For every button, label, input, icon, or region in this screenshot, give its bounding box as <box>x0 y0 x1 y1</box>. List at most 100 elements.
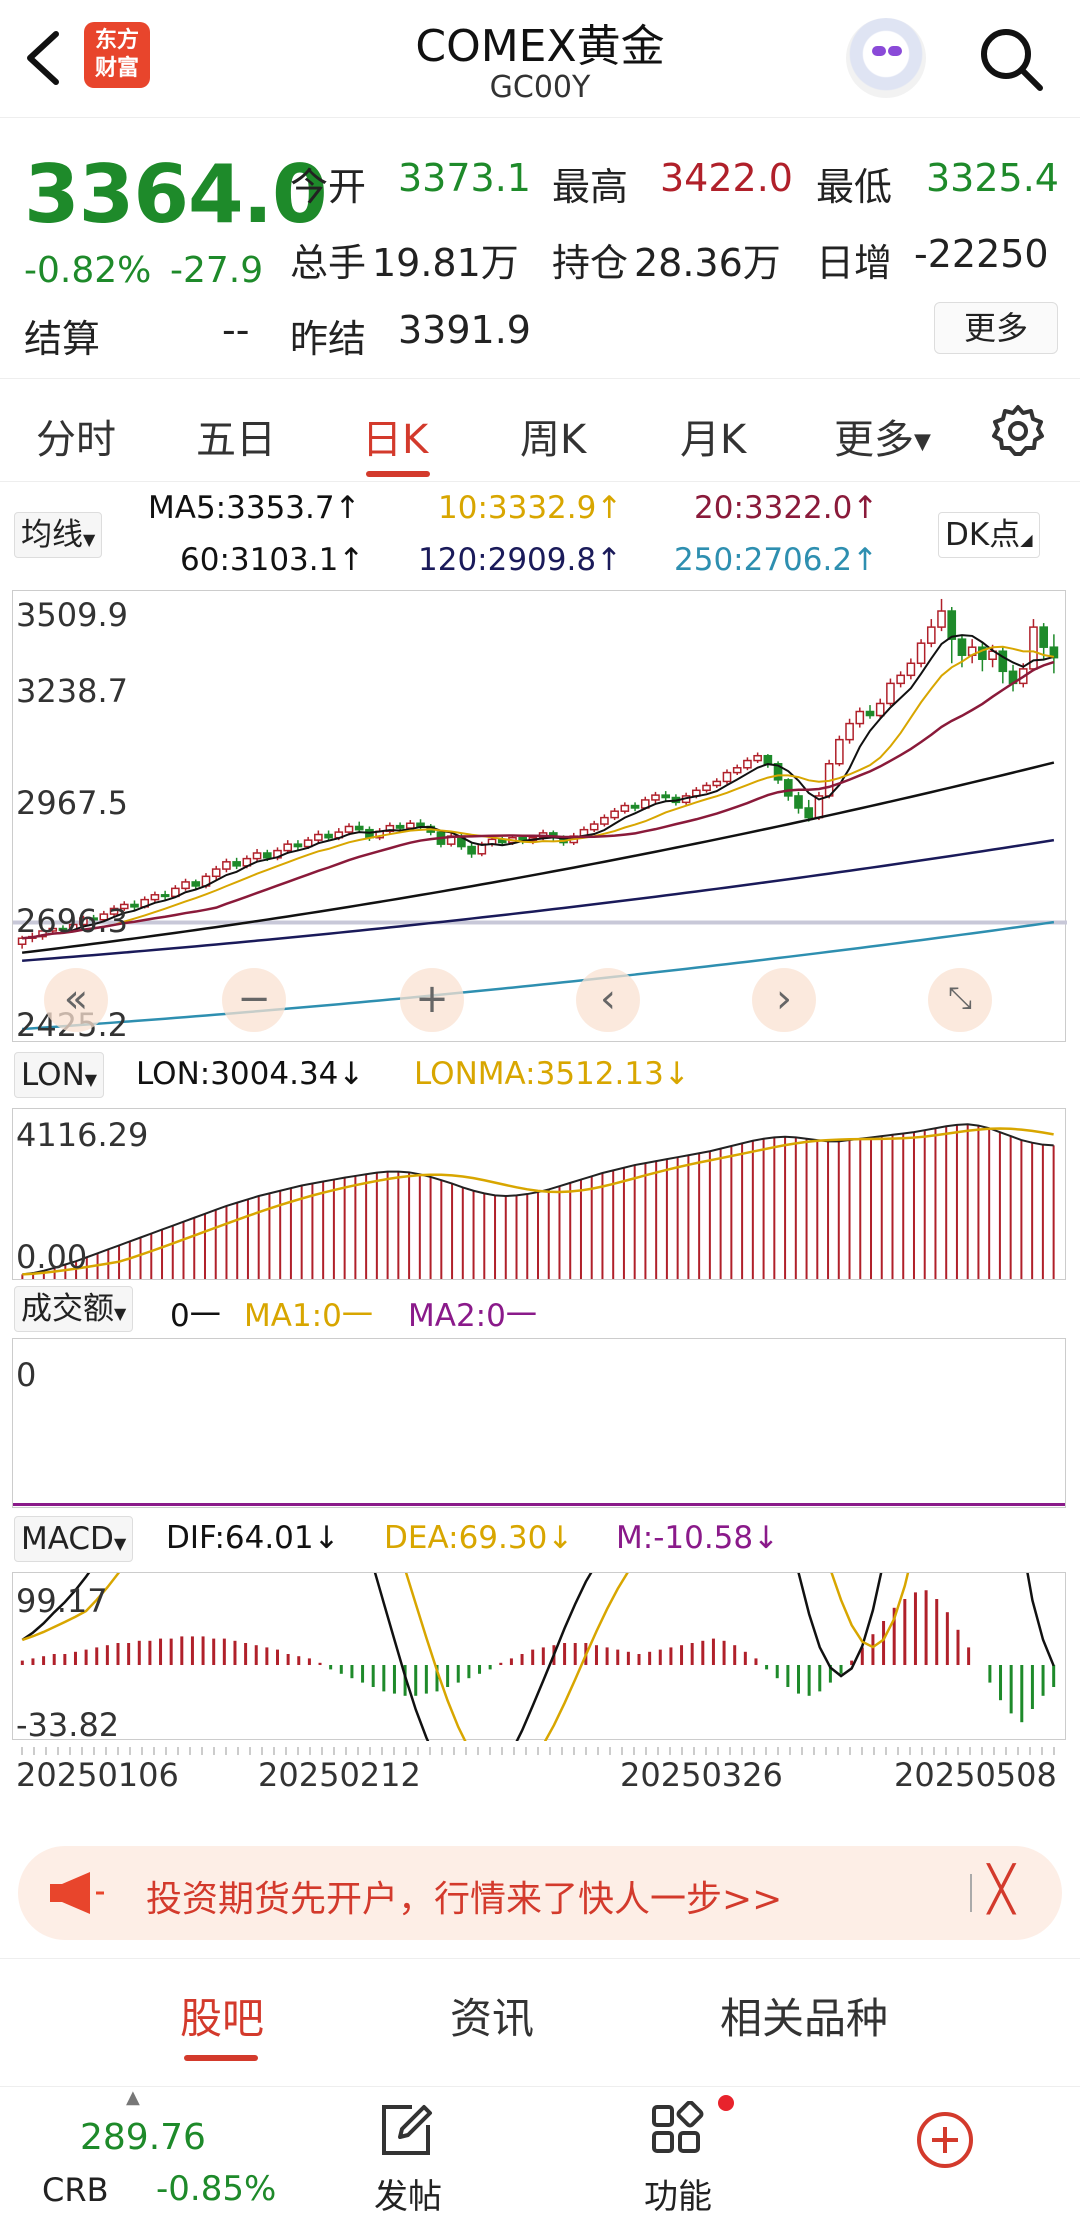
megaphone-icon <box>50 1872 104 1914</box>
zoom-out-button[interactable]: − <box>222 968 286 1032</box>
candle-body <box>722 771 732 783</box>
volume-selector[interactable]: 成交额▼ <box>14 1286 134 1332</box>
candle-body <box>835 738 844 765</box>
caret-down-icon: ▼ <box>114 1304 127 1323</box>
promo-text[interactable]: 投资期货先开户，行情来了快人一步>> <box>146 1879 783 1920</box>
add-button[interactable] <box>914 2109 976 2175</box>
post-label[interactable]: 发帖 <box>374 2177 442 2217</box>
scroll-far-left-button[interactable]: « <box>44 968 108 1032</box>
fullscreen-button[interactable]: ⤡ <box>928 968 992 1032</box>
macd-selector[interactable]: MACD▼ <box>14 1516 134 1562</box>
scroll-right-button[interactable]: › <box>752 968 816 1032</box>
macd-dif-value: DIF:64.01↓ <box>166 1520 340 1556</box>
kline-chart[interactable] <box>13 591 1067 1043</box>
tab-daily-k[interactable]: 日K <box>362 417 429 463</box>
crb-label[interactable]: CRB <box>42 2171 109 2209</box>
macd-selector-label: MACD <box>21 1521 114 1557</box>
crb-change[interactable]: -0.85% <box>156 2169 277 2209</box>
candle-body <box>150 894 160 901</box>
open-interest-value: 28.36万 <box>634 241 781 285</box>
daily-increase-value: -22250 <box>914 232 1049 276</box>
double-chevron-left-icon: « <box>63 976 89 1022</box>
functions-button[interactable] <box>648 2100 712 2163</box>
tab-monthly-k[interactable]: 月K <box>680 417 747 463</box>
high-label: 最高 <box>552 165 629 209</box>
logo-line1: 东方 <box>94 28 139 53</box>
candle-body <box>743 759 752 769</box>
ma250-line <box>22 920 1055 1031</box>
scroll-left-button[interactable]: ‹ <box>576 968 640 1032</box>
logo-line2: 财富 <box>94 56 139 81</box>
ma250-value: 250:2706.2↑ <box>674 542 879 578</box>
chevron-right-icon: › <box>776 976 792 1022</box>
prev-settle-value: 3391.9 <box>398 308 531 352</box>
candle-body <box>344 825 354 833</box>
chevron-left-icon: ‹ <box>600 976 616 1022</box>
more-quote-button[interactable]: 更多 <box>934 302 1058 354</box>
candle-body <box>262 852 272 859</box>
tab-news[interactable]: 资讯 <box>450 1994 535 2043</box>
change-percent: -0.82% <box>24 250 152 291</box>
promo-close-button[interactable]: ╳ <box>988 1864 1015 1915</box>
settle-label: 结算 <box>24 317 101 361</box>
macd-chart-panel[interactable] <box>12 1572 1067 1741</box>
settle-value: -- <box>222 308 250 352</box>
candle-body <box>630 804 640 809</box>
post-button[interactable] <box>376 2101 436 2163</box>
dk-point-button[interactable]: DK点◢ <box>938 512 1040 558</box>
volume-chart-panel[interactable] <box>12 1338 1066 1508</box>
volume-label: 总手 <box>290 241 367 285</box>
crb-value[interactable]: 289.76 <box>80 2117 206 2158</box>
caret-down-icon: ▼ <box>113 1534 127 1553</box>
active-content-tab-indicator <box>184 2055 258 2061</box>
tab-more[interactable]: 更多▼ <box>834 407 931 465</box>
ma-selector[interactable]: 均线▼ <box>14 512 103 558</box>
candle-body <box>896 674 905 685</box>
lon-chart[interactable] <box>13 1109 1067 1281</box>
candle-body <box>732 767 742 774</box>
candle-body <box>222 861 231 870</box>
promo-banner[interactable]: 投资期货先开户，行情来了快人一步>> ╳ <box>18 1846 1062 1940</box>
candle-body <box>181 881 190 890</box>
date-axis-label: 20250326 <box>620 1756 783 1794</box>
robot-eye-left <box>872 46 886 56</box>
caret-down-icon: ▼ <box>914 429 931 455</box>
back-button[interactable] <box>20 28 70 88</box>
open-interest-label: 持仓 <box>552 241 629 285</box>
candle-body <box>753 754 762 762</box>
low-label: 最低 <box>816 165 893 209</box>
candle-body <box>130 903 139 908</box>
tab-more-label: 更多 <box>834 417 914 463</box>
kline-chart-panel[interactable] <box>12 590 1067 1043</box>
functions-label[interactable]: 功能 <box>644 2177 712 2217</box>
macd-chart[interactable] <box>13 1573 1067 1741</box>
tab-intraday[interactable]: 分时 <box>36 417 116 463</box>
app-logo[interactable]: 东方 财富 <box>84 22 150 88</box>
candle-body <box>79 917 88 926</box>
candle-body <box>191 881 201 887</box>
open-label: 今开 <box>290 165 367 209</box>
tab-five-day[interactable]: 五日 <box>196 417 276 463</box>
period-tabs: 分时 五日 日K 周K 月K 更多▼ <box>0 378 1080 482</box>
search-button[interactable] <box>976 24 1046 94</box>
macd-dea-value: DEA:69.30↓ <box>384 1520 574 1556</box>
candle-body <box>998 650 1008 673</box>
plus-circle-icon <box>917 2112 973 2168</box>
zoom-in-button[interactable]: + <box>400 968 464 1032</box>
tab-related[interactable]: 相关品种 <box>720 1994 889 2043</box>
chevron-left-icon <box>27 31 59 85</box>
tab-forum[interactable]: 股吧 <box>180 1994 265 2043</box>
candle-body <box>1039 626 1049 648</box>
candle-body <box>109 907 119 915</box>
candle-body <box>385 824 395 833</box>
tab-weekly-k[interactable]: 周K <box>520 417 587 463</box>
promo-divider <box>970 1874 972 1912</box>
lon-selector[interactable]: LON▼ <box>14 1052 105 1098</box>
candle-body <box>405 822 415 829</box>
chart-settings-button[interactable] <box>990 403 1046 459</box>
candle-body <box>916 642 926 665</box>
lon-chart-panel[interactable] <box>12 1108 1066 1280</box>
assistant-robot-icon[interactable] <box>846 18 926 98</box>
daily-increase-label: 日增 <box>816 241 893 285</box>
candle-body <box>600 816 609 825</box>
